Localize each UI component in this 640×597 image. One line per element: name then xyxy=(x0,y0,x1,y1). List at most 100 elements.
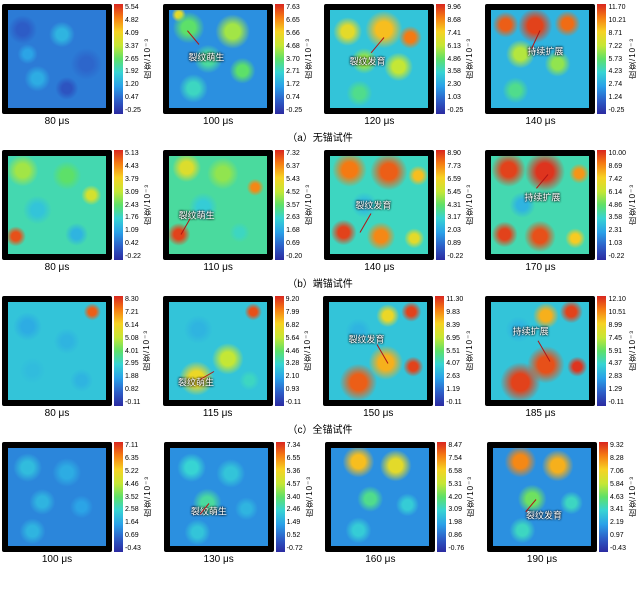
colorbar-tick: 8.68 xyxy=(447,17,463,24)
colorbar-tick: 7.34 xyxy=(287,442,303,449)
strain-panel: 持续扩展11.7010.218.717.225.734.232.741.24-0… xyxy=(485,4,638,114)
colorbar: 10.008.697.426.144.863.582.311.03-0.22应变… xyxy=(597,150,638,260)
colorbar-tick: 3.17 xyxy=(447,214,463,221)
colorbar-tick: 5.31 xyxy=(448,481,464,488)
colorbar-tick: 4.46 xyxy=(125,481,141,488)
subplot-row: 8.307.216.145.084.012.951.880.82-0.11应变/… xyxy=(2,296,638,440)
colorbar-axis-label: 应变/10⁻³ xyxy=(464,330,475,371)
time-label: 150 μs xyxy=(323,408,433,419)
time-label: 80 μs xyxy=(2,408,112,419)
colorbar-tick: 2.63 xyxy=(446,373,463,380)
colorbar-ticks: 5.544.824.093.372.651.921.200.47-0.25 xyxy=(125,4,141,114)
colorbar-tick: 8.90 xyxy=(447,150,463,157)
time-label: 130 μs xyxy=(164,554,274,565)
colorbar-tick: 4.37 xyxy=(608,360,626,367)
colorbar-tick: 6.55 xyxy=(287,455,303,462)
strain-field-image: 持续扩展 xyxy=(485,150,595,260)
colorbar-tick: 6.65 xyxy=(286,17,302,24)
strain-field-image: 裂纹发育 xyxy=(323,296,433,406)
colorbar-tick: 7.63 xyxy=(286,4,302,11)
colorbar-tick: -0.20 xyxy=(286,253,302,260)
colorbar-axis-label: 应变/10⁻³ xyxy=(303,38,314,79)
panel-row: 7.116.355.224.463.522.581.640.69-0.43应变/… xyxy=(2,442,638,565)
colorbar-axis-label: 应变/10⁻³ xyxy=(464,184,475,225)
colorbar: 8.307.216.145.084.012.951.880.82-0.11应变/… xyxy=(114,296,152,406)
colorbar-axis-label: 应变/10⁻³ xyxy=(142,476,153,517)
strain-panel: 7.116.355.224.463.522.581.640.69-0.43应变/… xyxy=(2,442,153,552)
colorbar-tick: 9.32 xyxy=(610,442,626,449)
strain-field-image: 持续扩展 xyxy=(485,4,595,114)
strain-panel: 裂纹发育11.309.838.396.955.514.072.631.19-0.… xyxy=(323,296,475,406)
colorbar-gradient xyxy=(275,4,284,114)
colorbar-tick: 10.00 xyxy=(608,150,626,157)
strain-field-image xyxy=(2,296,112,406)
panel: 8.477.546.585.314.203.091.980.86-0.76应变/… xyxy=(325,442,476,565)
colorbar-tick: 3.41 xyxy=(610,506,626,513)
colorbar-tick: 12.10 xyxy=(608,296,626,303)
time-label: 160 μs xyxy=(325,554,435,565)
panel: 持续扩展11.7010.218.717.225.734.232.741.24-0… xyxy=(485,4,638,127)
strain-panel: 8.477.546.585.314.203.091.980.86-0.76应变/… xyxy=(325,442,476,552)
colorbar-tick: 5.54 xyxy=(125,4,141,11)
strain-panel: 5.544.824.093.372.651.921.200.47-0.25应变/… xyxy=(2,4,153,114)
colorbar-tick: -0.11 xyxy=(286,399,301,406)
colorbar-tick: 0.69 xyxy=(125,532,141,539)
colorbar-axis-label: 应变/10⁻³ xyxy=(464,38,475,79)
colorbar-gradient xyxy=(275,296,284,406)
colorbar-tick: -0.11 xyxy=(125,399,140,406)
panel: 5.544.824.093.372.651.921.200.47-0.25应变/… xyxy=(2,4,153,127)
panel: 裂纹发育9.328.287.065.844.633.412.190.97-0.4… xyxy=(487,442,638,565)
colorbar-tick: 4.31 xyxy=(447,202,463,209)
colorbar-tick: 0.74 xyxy=(286,94,302,101)
colorbar-tick: 4.68 xyxy=(286,43,302,50)
colorbar-tick: 1.64 xyxy=(125,519,141,526)
time-label: 100 μs xyxy=(163,116,273,127)
panel-row: 5.134.433.793.092.431.761.090.42-0.22 应变/… xyxy=(2,150,638,273)
colorbar-axis-label: 应变/10⁻³ xyxy=(627,330,638,371)
colorbar-ticks: 5.134.433.793.092.431.761.090.42-0.22 xyxy=(125,150,141,260)
panel: 裂纹萌生7.636.655.664.683.702.711.720.74-0.2… xyxy=(163,4,314,127)
time-label: 190 μs xyxy=(487,554,597,565)
colorbar-tick: 9.83 xyxy=(446,309,463,316)
colorbar-ticks: 9.328.287.065.844.633.412.190.97-0.43 xyxy=(610,442,626,552)
colorbar-tick: 1.98 xyxy=(448,519,464,526)
colorbar: 5.134.433.793.092.431.761.090.42-0.22应变/… xyxy=(114,150,153,260)
colorbar-tick: 1.20 xyxy=(125,81,141,88)
subplot-row: 7.116.355.224.463.522.581.640.69-0.43应变/… xyxy=(2,442,638,565)
colorbar-axis-label: 应变/10⁻³ xyxy=(141,330,152,371)
colorbar-tick: 4.46 xyxy=(286,348,301,355)
strain-field-image xyxy=(325,442,435,552)
strain-panel: 持续扩展12.1010.518.997.455.914.372.831.29-0… xyxy=(485,296,638,406)
panel: 持续扩展10.008.697.426.144.863.582.311.03-0.… xyxy=(485,150,638,273)
colorbar-tick: 5.66 xyxy=(286,30,302,37)
colorbar-gradient xyxy=(597,150,606,260)
colorbar-gradient xyxy=(435,296,444,406)
colorbar-tick: -0.22 xyxy=(608,253,626,260)
colorbar-tick: 9.20 xyxy=(286,296,301,303)
strain-panel: 持续扩展10.008.697.426.144.863.582.311.03-0.… xyxy=(485,150,638,260)
colorbar-tick: 5.91 xyxy=(608,348,626,355)
colorbar-tick: 5.36 xyxy=(287,468,303,475)
colorbar-tick: 5.08 xyxy=(125,335,140,342)
colorbar-tick: 2.83 xyxy=(608,373,626,380)
colorbar-tick: 4.57 xyxy=(287,481,303,488)
colorbar: 8.477.546.585.314.203.091.980.86-0.76应变/… xyxy=(437,442,476,552)
strain-panel: 裂纹发育8.907.736.595.454.313.172.030.89-0.2… xyxy=(324,150,475,260)
colorbar-tick: 7.42 xyxy=(608,176,626,183)
colorbar-ticks: 7.346.555.364.573.402.461.490.52-0.72 xyxy=(287,442,303,552)
colorbar-ticks: 8.307.216.145.084.012.951.880.82-0.11 xyxy=(125,296,140,406)
colorbar-tick: 8.71 xyxy=(608,30,626,37)
colorbar-ticks: 8.477.546.585.314.203.091.980.86-0.76 xyxy=(448,442,464,552)
colorbar-tick: 5.45 xyxy=(447,189,463,196)
colorbar-axis-label: 应变/10⁻³ xyxy=(627,38,638,79)
subplot-row: 5.134.433.793.092.431.761.090.42-0.22 应变/… xyxy=(2,150,638,294)
colorbar-tick: 5.22 xyxy=(125,468,141,475)
strain-field-image xyxy=(2,442,112,552)
colorbar-tick: -0.11 xyxy=(446,399,463,406)
colorbar-tick: 3.79 xyxy=(125,176,141,183)
colorbar-tick: 1.29 xyxy=(608,386,626,393)
panel: 裂纹发育8.907.736.595.454.313.172.030.89-0.2… xyxy=(324,150,475,273)
colorbar-tick: 6.35 xyxy=(125,455,141,462)
colorbar-tick: -0.72 xyxy=(287,545,303,552)
colorbar-tick: 6.13 xyxy=(447,43,463,50)
